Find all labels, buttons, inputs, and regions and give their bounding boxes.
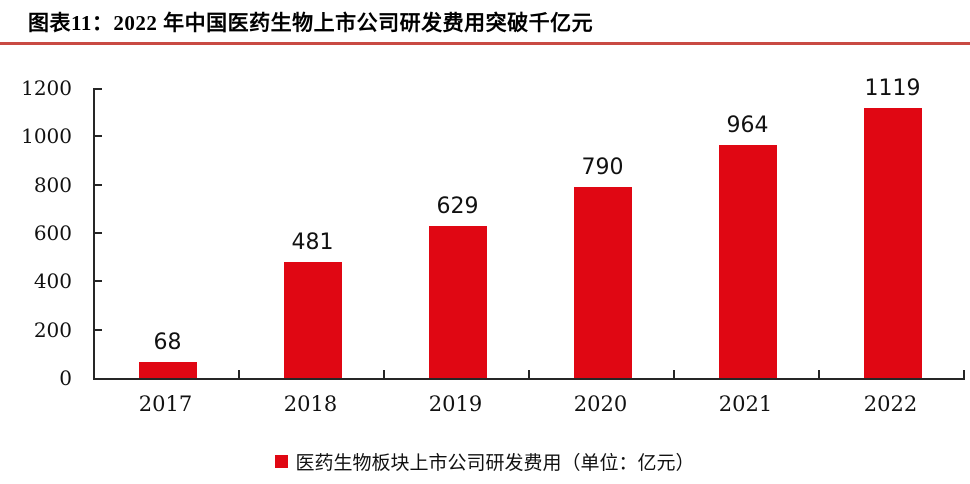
y-axis-tick xyxy=(95,328,102,331)
bar-value-label: 68 xyxy=(153,329,182,355)
bar-value-label: 629 xyxy=(436,194,479,219)
legend-marker-square-icon xyxy=(275,455,289,468)
plot-area: 68 481 629 790 964 1119 xyxy=(93,76,965,380)
y-tick-label: 1200 xyxy=(21,76,72,100)
bar-2020 xyxy=(573,187,632,378)
legend: 医药生物板块上市公司研发费用（单位：亿元） xyxy=(0,448,970,475)
x-axis-tick xyxy=(238,370,240,378)
y-tick-label: 200 xyxy=(33,317,72,342)
y-axis-tick xyxy=(95,280,102,283)
x-tick-label-2018: 2018 xyxy=(283,392,338,416)
x-tick-label-2019: 2019 xyxy=(428,392,483,416)
y-tick-label: 800 xyxy=(33,172,72,197)
x-tick-label-2020: 2020 xyxy=(573,392,628,416)
bar-value-label: 1119 xyxy=(864,75,921,101)
y-tick-label: 400 xyxy=(33,269,72,294)
y-tick-label: 1000 xyxy=(21,124,72,149)
bar-2021 xyxy=(718,145,777,378)
x-tick-label-2021: 2021 xyxy=(718,392,773,416)
x-axis-tick xyxy=(383,370,385,378)
y-tick-label: 600 xyxy=(33,221,72,245)
y-axis-tick xyxy=(95,135,102,138)
bar-value-label: 964 xyxy=(726,113,769,139)
bar-value-label: 481 xyxy=(291,229,334,255)
y-tick-label: 0 xyxy=(59,366,72,390)
y-axis-tick xyxy=(95,183,102,186)
x-axis-tick xyxy=(528,370,530,378)
legend-label: 医药生物板块上市公司研发费用（单位：亿元） xyxy=(295,453,695,474)
x-axis-tick xyxy=(673,370,675,378)
bar-value-label: 790 xyxy=(581,155,624,181)
bar-2019 xyxy=(428,226,487,378)
bar-2018 xyxy=(283,261,342,378)
figure-title: 图表11：2022 年中国医药生物上市公司研发费用突破千亿元 xyxy=(28,11,594,35)
x-axis-tick xyxy=(818,370,820,378)
title-underline-rule xyxy=(0,42,970,45)
bar-2017 xyxy=(138,361,197,378)
y-axis-tick xyxy=(95,88,102,90)
x-axis-tick xyxy=(963,370,965,378)
y-axis-tick xyxy=(95,232,102,234)
bar-2022 xyxy=(863,107,922,378)
x-tick-label-2017: 2017 xyxy=(138,392,193,416)
x-tick-label-2022: 2022 xyxy=(863,392,918,416)
